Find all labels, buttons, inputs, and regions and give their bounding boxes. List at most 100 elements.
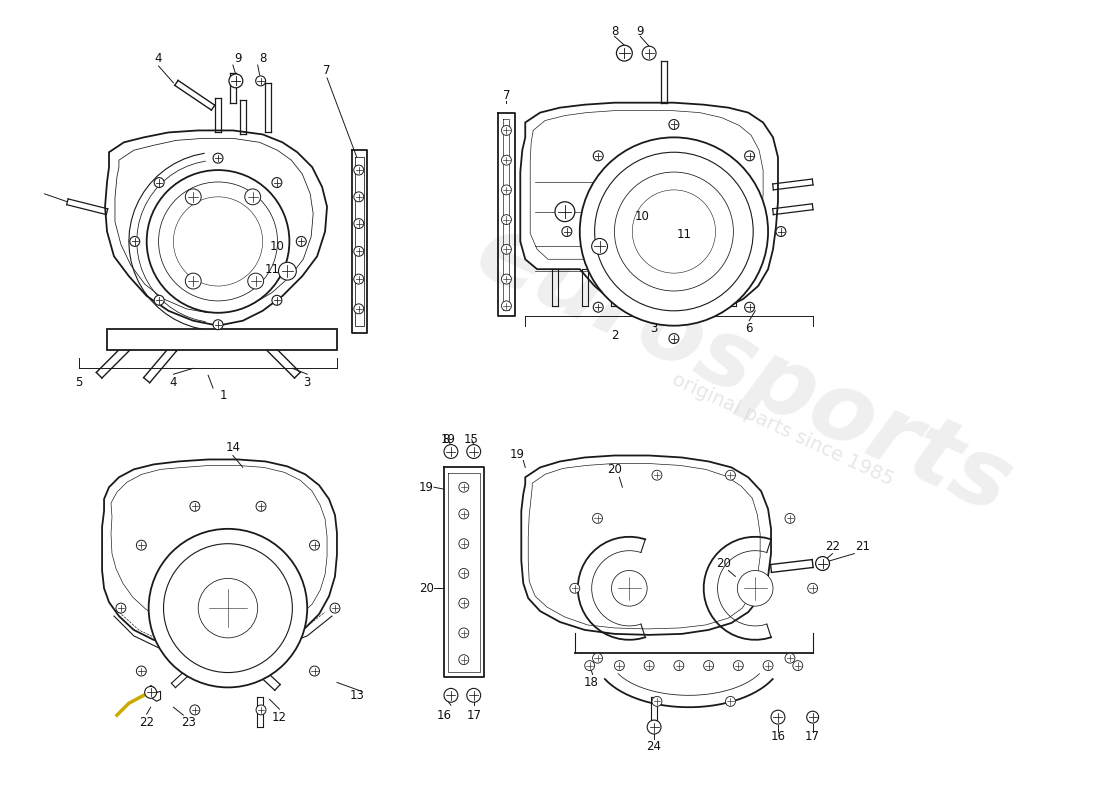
Polygon shape (521, 455, 771, 635)
Polygon shape (106, 130, 327, 326)
Text: 8: 8 (442, 433, 450, 446)
Circle shape (593, 654, 603, 663)
Circle shape (148, 529, 307, 687)
Circle shape (136, 540, 146, 550)
Circle shape (248, 273, 264, 289)
Circle shape (642, 46, 656, 60)
Text: 9: 9 (637, 25, 644, 38)
Text: 20: 20 (419, 582, 433, 594)
Circle shape (146, 170, 289, 313)
Circle shape (354, 246, 364, 256)
Text: 10: 10 (635, 210, 650, 223)
Circle shape (256, 705, 266, 715)
Circle shape (502, 155, 512, 165)
Circle shape (785, 514, 795, 523)
Text: 12: 12 (272, 710, 287, 724)
Circle shape (704, 661, 714, 670)
Circle shape (807, 583, 817, 594)
Circle shape (771, 710, 785, 724)
Circle shape (570, 583, 580, 594)
Text: 16: 16 (770, 730, 785, 743)
Circle shape (130, 237, 140, 246)
Circle shape (502, 214, 512, 225)
Text: 10: 10 (271, 240, 285, 253)
Circle shape (272, 295, 282, 306)
Circle shape (185, 273, 201, 289)
Circle shape (354, 218, 364, 229)
Circle shape (745, 151, 755, 161)
Circle shape (726, 470, 736, 480)
Circle shape (459, 482, 469, 492)
Circle shape (272, 178, 282, 187)
Circle shape (466, 445, 481, 458)
Text: 4: 4 (169, 376, 177, 389)
Circle shape (213, 320, 223, 330)
Circle shape (616, 46, 632, 61)
Circle shape (354, 304, 364, 314)
Circle shape (815, 557, 829, 570)
Text: 13: 13 (350, 689, 364, 702)
Text: 18: 18 (583, 676, 598, 689)
Text: 8: 8 (610, 25, 618, 38)
Circle shape (502, 185, 512, 195)
Circle shape (593, 302, 603, 312)
Circle shape (309, 540, 319, 550)
Circle shape (154, 178, 164, 187)
Circle shape (502, 274, 512, 284)
Circle shape (502, 126, 512, 135)
Circle shape (296, 237, 306, 246)
Circle shape (198, 578, 257, 638)
Circle shape (763, 661, 773, 670)
Circle shape (669, 119, 679, 130)
Circle shape (190, 502, 200, 511)
Text: 8: 8 (258, 51, 266, 65)
Circle shape (185, 189, 201, 205)
Circle shape (459, 509, 469, 519)
Circle shape (354, 274, 364, 284)
Circle shape (785, 654, 795, 663)
Text: 7: 7 (503, 90, 510, 102)
Circle shape (580, 138, 768, 326)
Circle shape (190, 705, 200, 715)
Circle shape (592, 238, 607, 254)
Circle shape (615, 661, 625, 670)
Circle shape (593, 514, 603, 523)
Circle shape (145, 686, 156, 698)
Circle shape (459, 569, 469, 578)
Text: original parts since 1985: original parts since 1985 (669, 370, 896, 490)
Text: eurosports: eurosports (461, 206, 1025, 534)
Circle shape (793, 661, 803, 670)
Text: 16: 16 (437, 709, 451, 722)
Text: 6: 6 (746, 322, 754, 335)
Circle shape (562, 226, 572, 237)
Text: 19: 19 (440, 433, 455, 446)
Circle shape (647, 720, 661, 734)
Circle shape (612, 570, 647, 606)
Circle shape (278, 262, 296, 280)
Circle shape (459, 538, 469, 549)
Text: 22: 22 (825, 540, 840, 553)
Text: 17: 17 (805, 730, 821, 743)
Circle shape (154, 295, 164, 306)
Circle shape (652, 470, 662, 480)
Circle shape (806, 711, 818, 723)
Polygon shape (520, 102, 778, 318)
Text: 3: 3 (650, 322, 658, 335)
Circle shape (309, 666, 319, 676)
Circle shape (354, 192, 364, 202)
Text: 11: 11 (676, 228, 691, 241)
Circle shape (116, 603, 125, 613)
Text: 23: 23 (180, 715, 196, 729)
Circle shape (669, 334, 679, 343)
Text: 11: 11 (265, 262, 280, 276)
Circle shape (674, 661, 684, 670)
Circle shape (652, 697, 662, 706)
Text: 3: 3 (304, 376, 311, 389)
Circle shape (776, 226, 785, 237)
Polygon shape (107, 329, 337, 350)
Text: 2: 2 (610, 329, 618, 342)
Circle shape (502, 245, 512, 254)
Circle shape (737, 570, 773, 606)
Text: 15: 15 (463, 433, 478, 446)
Circle shape (213, 154, 223, 163)
